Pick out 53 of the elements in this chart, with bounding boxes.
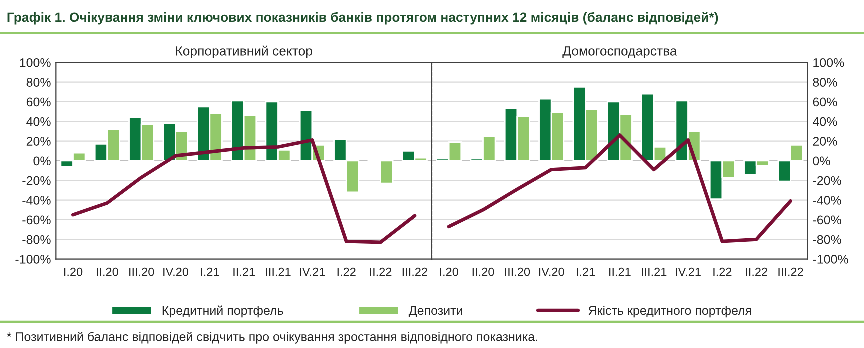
x-tick-label: II.22 xyxy=(370,268,392,276)
chart-title: Домогосподарства xyxy=(562,46,678,58)
x-tick-label: I.22 xyxy=(338,268,356,276)
x-tick-label: III.21 xyxy=(266,268,291,276)
y-tick-label: 20% xyxy=(813,137,838,146)
y-tick-label: 20% xyxy=(26,137,51,146)
text: * Позитивний баланс відповідей свідчить про очікування зростання відповідного показника. xyxy=(7,332,538,344)
legend-label: Кредитний портфель xyxy=(162,306,284,318)
y-tick-label: 80% xyxy=(26,78,51,87)
x-tick-label: IV.20 xyxy=(539,268,564,276)
y-tick-label: -20% xyxy=(813,176,842,186)
x-tick-label: I.21 xyxy=(201,268,220,276)
y-tick-label: 60% xyxy=(26,98,51,107)
x-tick-label: I.22 xyxy=(714,268,732,276)
y-tick-label: -40% xyxy=(22,196,51,205)
y-tick-label: 40% xyxy=(26,117,51,126)
x-tick-label: II.22 xyxy=(746,268,768,276)
x-tick-label: II.21 xyxy=(234,268,255,276)
x-tick-label: III.21 xyxy=(642,268,667,276)
y-tick-label: -40% xyxy=(813,196,842,205)
y-tick-label: -60% xyxy=(813,216,842,225)
x-tick-label: II.20 xyxy=(97,268,118,276)
x-tick-label: III.20 xyxy=(130,268,154,276)
y-tick-label: 80% xyxy=(813,78,838,87)
y-tick-label: -100% xyxy=(813,255,848,264)
x-tick-label: II.21 xyxy=(610,268,631,276)
x-tick-label: III.20 xyxy=(505,268,530,276)
x-tick-label: IV.21 xyxy=(676,268,701,276)
y-tick-label: 0% xyxy=(813,156,830,166)
x-tick-label: I.21 xyxy=(577,268,596,276)
x-tick-label: IV.21 xyxy=(300,268,326,276)
y-tick-label: -80% xyxy=(22,235,51,244)
y-tick-label: 100% xyxy=(814,58,844,68)
legend-label: Якість кредитного портфеля xyxy=(588,306,752,318)
y-tick-label: 100% xyxy=(20,58,51,68)
x-tick-label: I.20 xyxy=(64,268,83,276)
legend-label: Депозити xyxy=(408,306,462,318)
y-tick-label: -100% xyxy=(16,255,51,264)
y-tick-label: -80% xyxy=(813,235,842,244)
y-tick-label: 40% xyxy=(812,117,838,126)
chart-title: Корпоративний сектор xyxy=(176,46,312,58)
y-tick-label: 0% xyxy=(34,156,51,166)
x-tick-label: III.22 xyxy=(778,268,804,276)
x-tick-label: IV.20 xyxy=(164,268,189,276)
y-tick-label: 60% xyxy=(813,98,838,107)
y-tick-label: -60% xyxy=(22,216,51,225)
text: Графік 1. Очікування зміни ключових показників банків протягом наступних 12 місяців (баланс відповідей*) xyxy=(8,12,718,25)
x-tick-label: I.20 xyxy=(440,268,458,276)
x-tick-label: III.22 xyxy=(402,268,428,276)
x-tick-label: II.20 xyxy=(472,268,494,276)
line-series xyxy=(447,134,792,244)
line-series xyxy=(72,138,417,244)
y-tick-label: -20% xyxy=(22,176,51,186)
